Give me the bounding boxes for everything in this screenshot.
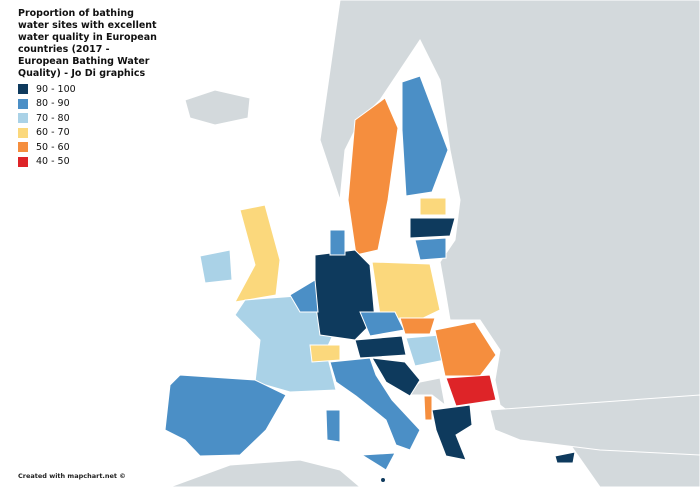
iceland xyxy=(184,89,251,126)
legend-item: 50 - 60 xyxy=(18,140,76,155)
latvia xyxy=(409,217,456,239)
legend-item: 40 - 50 xyxy=(18,155,76,170)
map-title: Proportion of bathing water sites with e… xyxy=(18,8,157,79)
legend-label: 90 - 100 xyxy=(36,83,76,95)
bulgaria xyxy=(445,374,497,407)
estonia xyxy=(419,197,447,216)
africa xyxy=(169,459,361,487)
credit: Created with mapchart.net © xyxy=(18,472,126,480)
legend-item: 60 - 70 xyxy=(18,126,76,141)
legend-label: 80 - 90 xyxy=(36,98,70,110)
legend-swatch xyxy=(18,98,28,109)
legend-item: 70 - 80 xyxy=(18,111,76,126)
legend-label: 40 - 50 xyxy=(36,156,70,168)
legend-swatch xyxy=(18,127,28,138)
legend-swatch xyxy=(18,84,28,95)
legend-item: 80 - 90 xyxy=(18,97,76,112)
sweden xyxy=(347,97,399,256)
turkey xyxy=(489,394,700,456)
poland xyxy=(371,261,441,323)
slovakia xyxy=(399,317,436,335)
legend-swatch xyxy=(18,156,28,167)
ireland xyxy=(199,249,233,284)
italy xyxy=(329,357,421,451)
finland xyxy=(401,75,449,197)
legend-swatch xyxy=(18,113,28,124)
legend-label: 50 - 60 xyxy=(36,141,70,153)
spain-portugal xyxy=(164,374,287,457)
austria xyxy=(354,335,407,359)
croatia-slovenia xyxy=(371,357,421,397)
legend: 90 - 100 80 - 90 70 - 80 60 - 70 50 - 60 40 -… xyxy=(18,82,76,169)
cyprus xyxy=(554,451,576,464)
romania xyxy=(434,321,497,377)
greece xyxy=(431,404,473,461)
united-kingdom xyxy=(234,204,281,303)
legend-label: 70 - 80 xyxy=(36,112,70,124)
sicily xyxy=(360,452,396,471)
lithuania xyxy=(414,237,447,261)
legend-label: 60 - 70 xyxy=(36,127,70,139)
benelux xyxy=(289,279,319,313)
denmark xyxy=(329,229,346,256)
switzerland xyxy=(309,344,341,363)
albania xyxy=(423,395,433,421)
malta xyxy=(380,477,386,483)
legend-item: 90 - 100 xyxy=(18,82,76,97)
sardinia xyxy=(325,409,341,443)
legend-swatch xyxy=(18,142,28,153)
